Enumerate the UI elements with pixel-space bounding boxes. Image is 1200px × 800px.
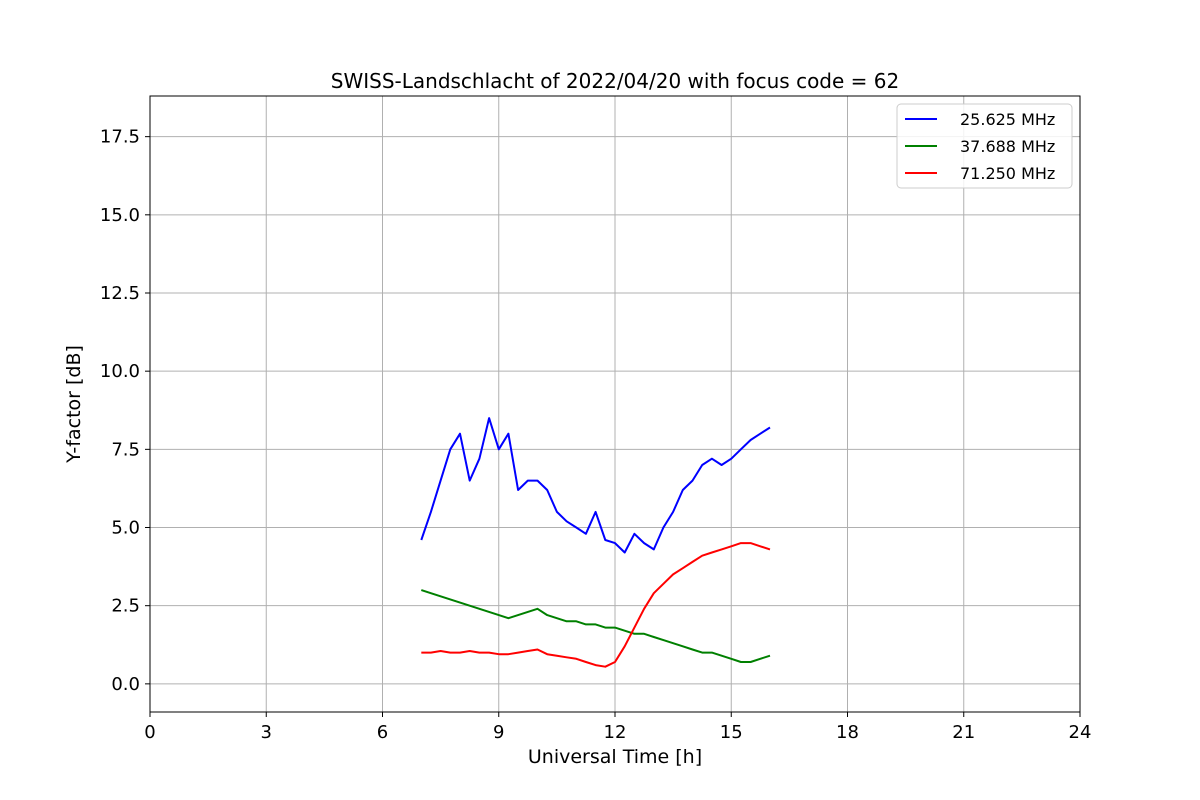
x-tick-label: 9 [493, 722, 504, 743]
x-tick-label: 24 [1069, 722, 1092, 743]
y-tick-label: 12.5 [100, 283, 140, 304]
y-axis: 0.0 2.5 5.0 7.5 10.0 12.5 15.0 17.5 [100, 127, 150, 695]
x-tick-label: 0 [144, 722, 155, 743]
y-tick-label: 0.0 [111, 674, 140, 695]
x-tick-label: 21 [952, 722, 975, 743]
y-tick-label: 5.0 [111, 518, 140, 539]
y-tick-label: 15.0 [100, 205, 140, 226]
y-tick-label: 2.5 [111, 596, 140, 617]
y-tick-label: 7.5 [111, 439, 140, 460]
x-tick-label: 12 [604, 722, 627, 743]
x-axis-label: Universal Time [h] [528, 746, 702, 768]
legend-label-2: 37.688 MHz [960, 137, 1055, 156]
series-line-2 [420, 589, 771, 663]
series-group [420, 417, 771, 668]
legend: 25.625 MHz 37.688 MHz 71.250 MHz [896, 103, 1073, 189]
x-tick-label: 3 [261, 722, 272, 743]
y-tick-label: 17.5 [100, 127, 140, 148]
legend-label-3: 71.250 MHz [960, 164, 1055, 183]
x-tick-label: 6 [377, 722, 388, 743]
legend-label-1: 25.625 MHz [960, 110, 1055, 129]
x-tick-label: 15 [720, 722, 743, 743]
chart-title: SWISS-Landschlacht of 2022/04/20 with fo… [331, 69, 899, 93]
series-line-3 [421, 542, 771, 668]
x-axis: 0 3 6 9 12 15 18 21 24 [144, 712, 1091, 743]
x-tick-label: 18 [836, 722, 859, 743]
y-tick-label: 10.0 [100, 361, 140, 382]
series-line-1 [420, 417, 771, 554]
legend-box [896, 103, 1073, 189]
y-axis-label: Y-factor [dB] [63, 345, 85, 464]
